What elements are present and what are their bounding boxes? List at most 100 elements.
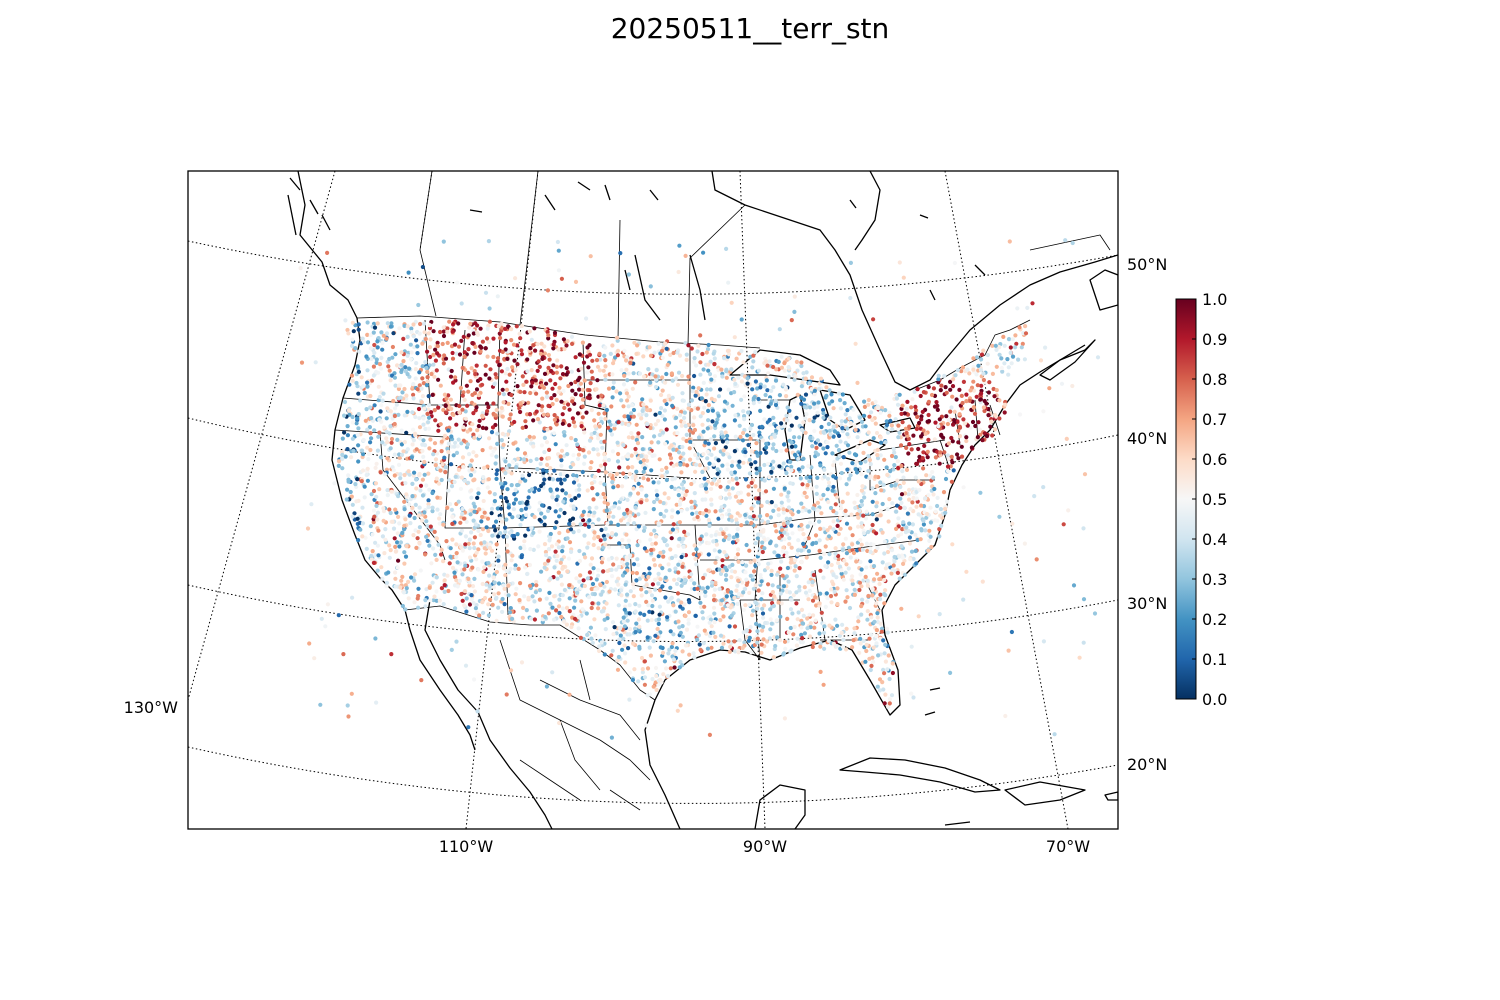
station-point — [852, 423, 857, 428]
station-point — [797, 584, 802, 590]
station-point — [434, 589, 439, 594]
station-point — [720, 606, 726, 611]
station-point — [494, 569, 499, 575]
station-point — [677, 625, 682, 630]
station-point — [822, 467, 827, 472]
station-point — [913, 404, 918, 409]
station-point — [392, 413, 397, 419]
station-point — [377, 430, 382, 435]
station-point — [388, 548, 393, 553]
station-point — [892, 559, 897, 564]
station-point — [412, 578, 417, 583]
station-point — [658, 645, 663, 650]
station-point — [632, 521, 637, 526]
station-point — [751, 359, 756, 364]
station-point — [480, 507, 485, 512]
station-point — [712, 587, 718, 592]
station-point — [914, 496, 919, 501]
station-point — [780, 549, 785, 554]
station-point — [603, 416, 608, 421]
station-point — [724, 527, 729, 532]
station-point — [380, 534, 385, 539]
station-point — [788, 517, 793, 522]
station-point — [571, 453, 576, 458]
station-point — [635, 557, 640, 562]
station-point — [586, 365, 591, 370]
station-point — [904, 430, 909, 436]
station-point — [427, 487, 432, 492]
station-point — [660, 413, 665, 419]
station-point — [829, 392, 834, 397]
station-point — [469, 593, 474, 598]
station-point — [419, 400, 424, 405]
station-point — [569, 369, 574, 374]
station-point — [769, 568, 774, 574]
station-point — [654, 687, 659, 693]
station-point — [755, 640, 760, 645]
station-point — [765, 513, 770, 518]
station-point — [819, 376, 824, 381]
station-point — [704, 482, 709, 487]
station-point — [801, 420, 806, 425]
station-point — [616, 564, 622, 570]
station-point — [466, 347, 471, 352]
station-point — [488, 367, 493, 372]
station-point — [899, 492, 905, 497]
station-point — [412, 572, 418, 577]
station-point — [858, 537, 863, 543]
station-point — [504, 466, 509, 471]
station-point — [365, 320, 370, 325]
station-point — [349, 373, 355, 378]
station-point — [789, 557, 794, 562]
station-point — [856, 515, 861, 520]
station-point — [651, 507, 656, 512]
station-point — [470, 341, 475, 346]
station-point — [486, 528, 491, 534]
station-point — [501, 534, 506, 539]
station-point — [875, 684, 880, 689]
station-point — [935, 518, 940, 523]
station-point — [469, 597, 474, 602]
station-point — [350, 320, 355, 325]
station-point — [489, 430, 495, 435]
station-point — [647, 609, 652, 614]
station-point — [790, 512, 795, 517]
station-point — [384, 416, 389, 421]
station-point — [874, 634, 879, 639]
station-point — [900, 469, 905, 474]
station-point — [937, 461, 942, 466]
station-point — [700, 351, 705, 357]
station-point — [400, 574, 405, 580]
station-point — [844, 482, 849, 487]
station-point — [813, 618, 818, 623]
station-point — [875, 452, 880, 458]
station-point — [789, 597, 794, 602]
station-point — [624, 555, 629, 560]
station-point — [990, 371, 996, 376]
station-point — [925, 449, 930, 454]
station-point — [682, 410, 688, 415]
station-point — [818, 463, 823, 468]
station-point — [732, 639, 737, 644]
station-point — [844, 626, 849, 631]
station-point — [484, 426, 489, 431]
station-point — [734, 588, 739, 593]
station-point — [503, 326, 508, 331]
station-point — [465, 403, 470, 408]
station-point — [593, 633, 598, 638]
station-point — [436, 377, 441, 382]
station-point — [630, 386, 635, 391]
station-point — [472, 504, 477, 509]
station-point — [361, 339, 367, 344]
station-point — [503, 496, 508, 501]
station-point — [769, 435, 774, 440]
station-point — [374, 461, 379, 466]
station-point — [513, 487, 518, 493]
station-point — [757, 466, 762, 471]
station-point — [575, 442, 580, 447]
station-point — [680, 373, 685, 379]
station-point — [776, 507, 781, 512]
station-point — [855, 444, 860, 450]
station-point — [974, 372, 979, 377]
station-point — [660, 355, 665, 360]
